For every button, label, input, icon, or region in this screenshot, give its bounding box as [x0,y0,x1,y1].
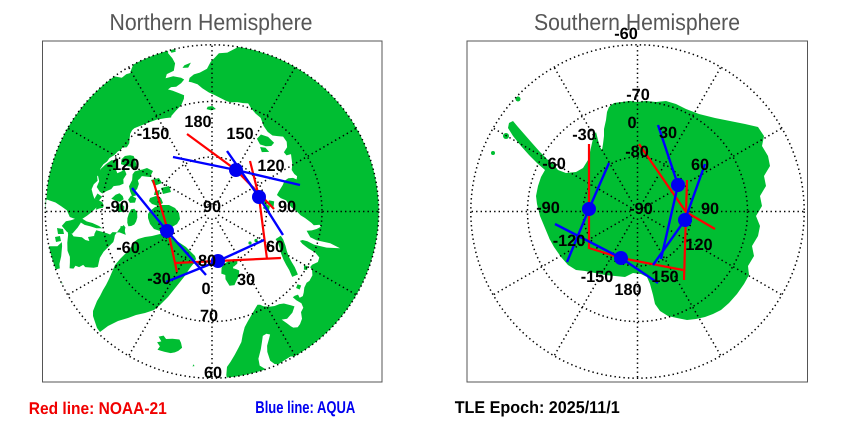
svg-text:60: 60 [266,238,284,256]
svg-text:30: 30 [659,124,677,142]
svg-text:Southern Hemisphere: Southern Hemisphere [534,9,740,35]
svg-text:-150: -150 [581,268,614,286]
svg-text:80: 80 [198,252,216,270]
svg-text:-30: -30 [147,270,171,288]
svg-text:-90: -90 [629,200,653,218]
svg-text:-30: -30 [572,126,596,144]
svg-text:-60: -60 [542,155,566,173]
svg-text:0: 0 [627,114,636,132]
svg-text:Northern Hemisphere: Northern Hemisphere [110,9,313,35]
svg-text:-60: -60 [614,25,638,43]
svg-text:180: 180 [184,113,211,131]
svg-text:180: 180 [614,281,641,299]
svg-text:Red line: NOAA-21: Red line: NOAA-21 [29,399,167,418]
svg-text:-90: -90 [105,198,129,216]
svg-text:120: 120 [257,157,284,175]
svg-text:150: 150 [226,125,253,143]
svg-text:-150: -150 [137,125,170,143]
svg-text:120: 120 [685,236,712,254]
svg-text:30: 30 [237,271,255,289]
svg-text:Blue line: AQUA: Blue line: AQUA [255,398,355,417]
svg-text:-60: -60 [116,239,140,257]
svg-text:90: 90 [278,198,296,216]
svg-text:0: 0 [201,280,210,298]
svg-text:-90: -90 [536,199,560,217]
svg-text:-120: -120 [553,232,586,250]
svg-text:90: 90 [701,200,719,218]
svg-text:-80: -80 [625,143,649,161]
svg-text:90: 90 [203,198,221,216]
svg-text:70: 70 [200,307,218,325]
svg-text:60: 60 [204,364,222,382]
svg-text:-120: -120 [107,156,140,174]
svg-text:TLE Epoch: 2025/11/1: TLE Epoch: 2025/11/1 [455,398,620,417]
svg-text:-70: -70 [626,86,650,104]
svg-text:60: 60 [691,156,709,174]
svg-text:150: 150 [651,268,678,286]
